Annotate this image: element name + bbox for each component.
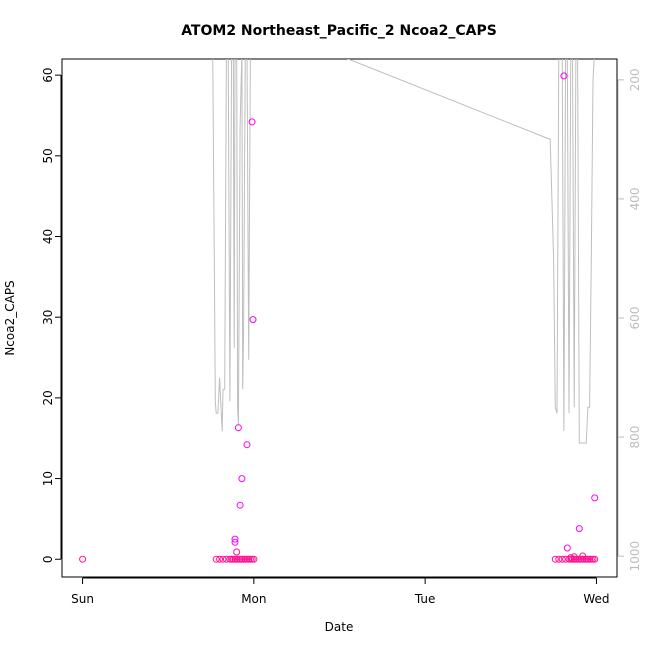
data-point [555, 555, 563, 563]
data-point [563, 544, 571, 552]
y2-tick-label: 400 [628, 187, 642, 210]
data-point [222, 555, 230, 563]
data-point [570, 553, 578, 561]
y2-tick-label: 200 [628, 68, 642, 91]
data-point [212, 555, 220, 563]
data-point [551, 555, 559, 563]
x-axis-label: Date [325, 620, 354, 634]
data-point [248, 118, 256, 126]
x-tick-label: Wed [583, 592, 609, 606]
plot-frame [61, 58, 618, 578]
data-point [231, 535, 239, 543]
bottom-axis: Sun Mon Tue Wed [71, 577, 610, 606]
data-point [238, 475, 246, 483]
data-point [591, 555, 599, 563]
y-tick-label: 20 [41, 390, 55, 405]
data-point [575, 525, 583, 533]
data-point [231, 538, 239, 546]
data-point [234, 424, 242, 432]
series-points [79, 72, 599, 563]
data-point [233, 548, 241, 556]
y-tick-label: 50 [41, 148, 55, 163]
x-tick-label: Sun [71, 592, 94, 606]
x-tick-label: Mon [241, 592, 266, 606]
depth-line [212, 59, 595, 444]
data-point [216, 555, 224, 563]
y2-tick-label: 800 [628, 426, 642, 449]
left-axis: 0 10 20 30 40 50 60 [41, 67, 62, 563]
data-point [236, 501, 244, 509]
data-point [79, 555, 87, 563]
y-tick-label: 10 [41, 471, 55, 486]
y-axis-label: Ncoa2_CAPS [3, 280, 17, 355]
y-tick-label: 60 [41, 67, 55, 82]
y-tick-label: 0 [41, 555, 55, 563]
data-point [591, 494, 599, 502]
chart-title: ATOM2 Northeast_Pacific_2 Ncoa2_CAPS [181, 23, 497, 39]
y2-tick-label: 1000 [628, 541, 642, 572]
data-point [249, 316, 257, 324]
series-line [212, 59, 595, 444]
data-point [560, 72, 568, 80]
data-point [567, 554, 575, 562]
x-tick-label: Tue [414, 592, 436, 606]
data-point [250, 555, 258, 563]
data-point [243, 441, 251, 449]
data-point [219, 555, 227, 563]
y-tick-label: 40 [41, 229, 55, 244]
right-axis: 200 400 600 800 1000 [617, 68, 642, 572]
y2-tick-label: 600 [628, 307, 642, 330]
data-point [558, 555, 566, 563]
data-point [579, 552, 587, 560]
y-tick-label: 30 [41, 310, 55, 325]
